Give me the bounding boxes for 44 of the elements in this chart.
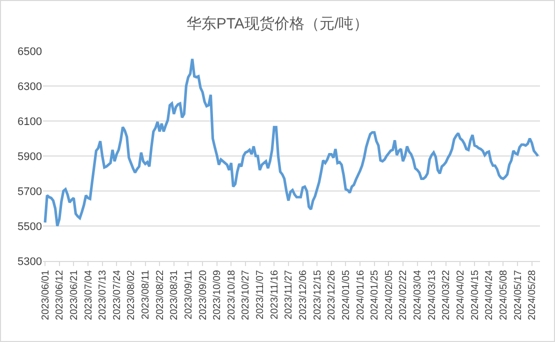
x-tick-label: 2024/02/22 bbox=[398, 270, 410, 320]
x-tick-label: 2024/05/08 bbox=[498, 270, 510, 320]
x-tick-label: 2024/05/28 bbox=[527, 270, 538, 320]
x-tick-label: 2023/11/07 bbox=[255, 270, 266, 320]
y-tick-label: 5500 bbox=[18, 220, 42, 233]
y-tick-label: 5900 bbox=[18, 150, 42, 163]
x-tick-label: 2024/03/04 bbox=[412, 270, 424, 320]
x-tick-label: 2023/12/15 bbox=[312, 270, 324, 320]
x-tick-label: 2023/06/01 bbox=[40, 270, 52, 320]
line-series bbox=[44, 58, 540, 228]
y-tick-label: 5300 bbox=[18, 256, 42, 268]
x-tick-label: 2023/07/24 bbox=[112, 270, 123, 320]
y-tick-label: 6100 bbox=[18, 116, 42, 128]
x-tick-label: 2024/05/17 bbox=[512, 270, 524, 320]
x-tick-label: 2023/12/06 bbox=[298, 270, 309, 320]
y-tick-label: 6500 bbox=[18, 46, 42, 58]
x-tick-label: 2023/08/02 bbox=[126, 270, 138, 320]
x-tick-label: 2023/10/27 bbox=[240, 270, 252, 320]
x-tick-label: 2023/07/04 bbox=[83, 270, 94, 320]
x-tick-label: 2023/08/11 bbox=[140, 270, 152, 320]
x-tick-label: 2023/12/26 bbox=[326, 270, 338, 320]
y-tick-label: 5700 bbox=[18, 186, 42, 198]
x-tick-label: 2024/02/05 bbox=[384, 270, 395, 320]
x-tick-label: 2024/03/22 bbox=[441, 270, 452, 320]
x-tick-label: 2023/09/20 bbox=[198, 270, 209, 320]
x-tick-label: 2023/11/27 bbox=[284, 270, 295, 320]
x-tick-label: 2024/01/16 bbox=[355, 270, 366, 320]
x-tick-label: 2023/07/13 bbox=[98, 270, 109, 320]
x-tick-label: 2023/08/22 bbox=[154, 270, 166, 320]
x-tick-label: 2023/06/21 bbox=[68, 270, 80, 320]
x-tick-label: 2024/01/25 bbox=[370, 270, 381, 320]
x-tick-label: 2023/11/16 bbox=[269, 270, 280, 320]
x-tick-label: 2023/06/12 bbox=[54, 270, 66, 320]
x-tick-label: 2024/03/13 bbox=[426, 270, 438, 320]
y-tick-label: 6300 bbox=[18, 80, 42, 93]
x-tick-label: 2024/04/15 bbox=[470, 270, 481, 320]
x-tick-label: 2023/10/18 bbox=[226, 270, 238, 320]
x-tick-label: 2023/08/31 bbox=[169, 270, 180, 320]
chart-title: 华东PTA现货价格（元/吨） bbox=[186, 16, 369, 32]
x-tick-label: 2024/04/24 bbox=[484, 270, 496, 320]
x-tick-label: 2024/01/05 bbox=[340, 270, 352, 320]
x-tick-label: 2024/04/02 bbox=[455, 270, 466, 320]
x-tick-label: 2023/09/11 bbox=[183, 270, 194, 320]
x-tick-label: 2023/10/09 bbox=[212, 270, 224, 320]
